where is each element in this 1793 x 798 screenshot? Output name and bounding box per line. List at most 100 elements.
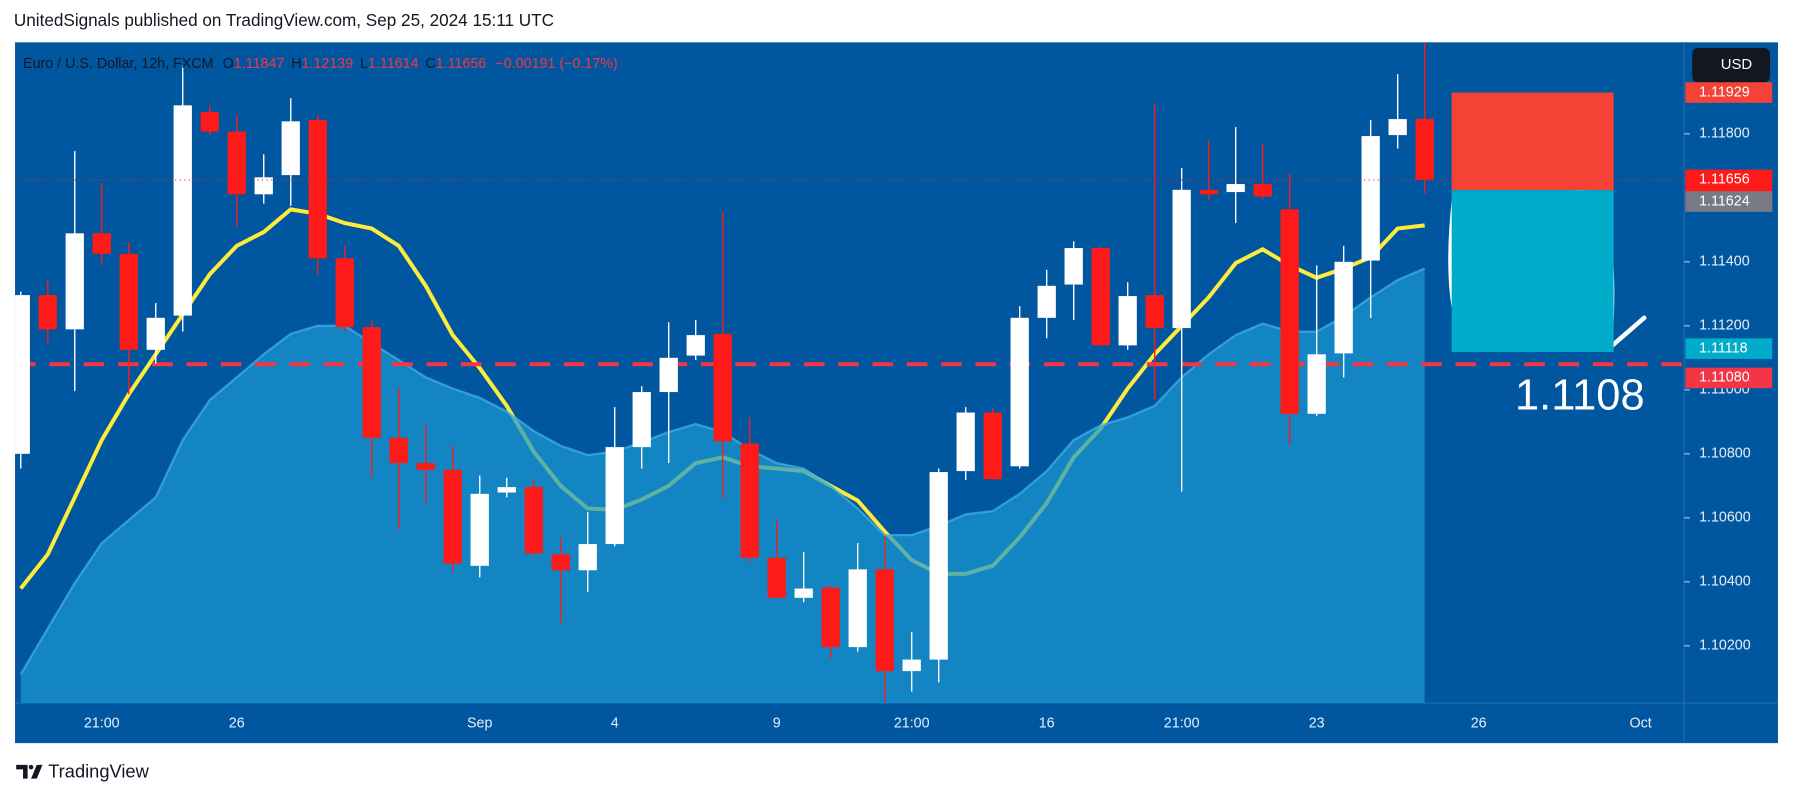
candle-body	[1334, 261, 1353, 354]
candle-body	[254, 177, 273, 195]
candle-body	[173, 105, 192, 316]
price-badge-label: 1.11624	[1699, 193, 1750, 209]
level-annotation: 1.1108	[1515, 371, 1645, 419]
candle-body	[1172, 189, 1191, 329]
symbol: Euro / U.S. Dollar, 12h, FXCM	[23, 56, 213, 72]
candle-body	[281, 121, 300, 176]
footer-brand: TradingView	[48, 761, 149, 782]
candle-body	[92, 233, 111, 254]
publish-header: UnitedSignals published on TradingView.c…	[14, 10, 554, 30]
price-badge-label: 1.11929	[1699, 84, 1750, 100]
candle-body	[470, 493, 489, 566]
currency-label[interactable]: USD	[1721, 57, 1753, 73]
footer-logo	[16, 764, 43, 779]
candle-body	[1307, 354, 1326, 414]
x-tick-label: 26	[229, 715, 245, 731]
candle-body	[1145, 295, 1164, 329]
candle-body	[524, 487, 543, 554]
price-badge	[1685, 82, 1773, 103]
candle-body	[956, 412, 975, 472]
candle-body	[227, 131, 246, 195]
y-tick-label: 1.10600	[1699, 510, 1751, 526]
c-label: C	[425, 56, 435, 72]
y-tick-label: 1.10200	[1699, 638, 1751, 654]
y-tick-label: 1.11400	[1699, 254, 1750, 270]
candle-body	[1415, 118, 1434, 180]
candle-body	[200, 112, 219, 132]
candle-body	[1388, 119, 1407, 136]
price-badge	[1685, 367, 1773, 389]
candle-body	[1118, 296, 1137, 346]
price-badge	[1685, 338, 1773, 359]
legend: Euro / U.S. Dollar, 12h, FXCM O1.11847 H1.…	[23, 56, 618, 72]
candle-body	[983, 412, 1002, 480]
candle-body	[794, 588, 813, 598]
candle-body	[875, 569, 894, 672]
l-value: 1.11614	[368, 56, 419, 72]
y-tick-label: 1.11200	[1699, 318, 1750, 334]
x-tick-label: 4	[611, 715, 619, 731]
candle-body	[686, 335, 705, 356]
h-label: H	[291, 56, 301, 72]
candle-body	[605, 447, 624, 545]
target-zone	[1451, 190, 1614, 353]
candle-body	[713, 333, 732, 442]
candle-body	[1226, 184, 1245, 193]
y-tick-label: 1.11800	[1699, 126, 1750, 142]
plot	[15, 42, 1685, 704]
candle-body	[578, 544, 597, 571]
currency-button[interactable]	[1692, 48, 1770, 83]
candle-body	[1091, 248, 1110, 346]
candle-body	[929, 472, 948, 660]
candle-body	[146, 317, 165, 350]
candle-body	[497, 487, 516, 493]
x-tick-label: 21:00	[84, 715, 120, 731]
candle-body	[551, 554, 570, 571]
c-value: 1.11656	[436, 56, 487, 72]
candle-body	[65, 233, 84, 330]
candle-body	[632, 392, 651, 448]
candle-body	[38, 295, 57, 330]
candle-body	[416, 463, 435, 470]
x-tick-label: Sep	[467, 715, 492, 731]
candle-body	[1280, 209, 1299, 414]
y-tick-label: 1.10400	[1699, 574, 1751, 590]
candle-body	[902, 659, 921, 672]
price-badge-label: 1.11118	[1699, 340, 1747, 356]
candle-body	[15, 295, 30, 454]
candle-body	[1253, 184, 1272, 197]
x-tick-label: 9	[773, 715, 781, 731]
price-badge	[1685, 191, 1773, 212]
candle-body	[119, 253, 138, 350]
candle-body	[362, 327, 381, 438]
candle-body	[1010, 317, 1029, 467]
x-tick-label: 26	[1471, 715, 1487, 731]
o-label: O	[223, 56, 234, 72]
candle-body	[1199, 189, 1218, 195]
price-badge-label: 1.11080	[1699, 370, 1750, 386]
x-tick-label: 23	[1309, 715, 1325, 731]
candle-body	[767, 557, 786, 598]
candle-body	[1361, 136, 1380, 261]
x-tick-label: 21:00	[894, 715, 930, 731]
l-label: L	[360, 56, 368, 72]
candle-body	[740, 443, 759, 558]
h-value: 1.12139	[302, 56, 354, 72]
price-axis: 1.102001.104001.106001.108001.110001.112…	[1684, 126, 1751, 654]
y-tick-label: 1.10800	[1699, 446, 1751, 462]
x-tick-label: Oct	[1630, 715, 1652, 731]
candle-body	[821, 587, 840, 648]
candle-body	[1037, 285, 1056, 318]
stop-zone	[1451, 92, 1614, 191]
x-tick-label: 16	[1039, 715, 1055, 731]
price-badge-label: 1.11656	[1699, 172, 1750, 188]
candle-body	[308, 120, 327, 259]
candle-body	[389, 437, 408, 464]
candle-body	[443, 469, 462, 564]
candle-body	[659, 357, 678, 393]
candle-body	[848, 569, 867, 648]
candle-body	[335, 258, 354, 328]
candle-body	[1064, 248, 1083, 285]
o-value: 1.11847	[234, 56, 285, 72]
